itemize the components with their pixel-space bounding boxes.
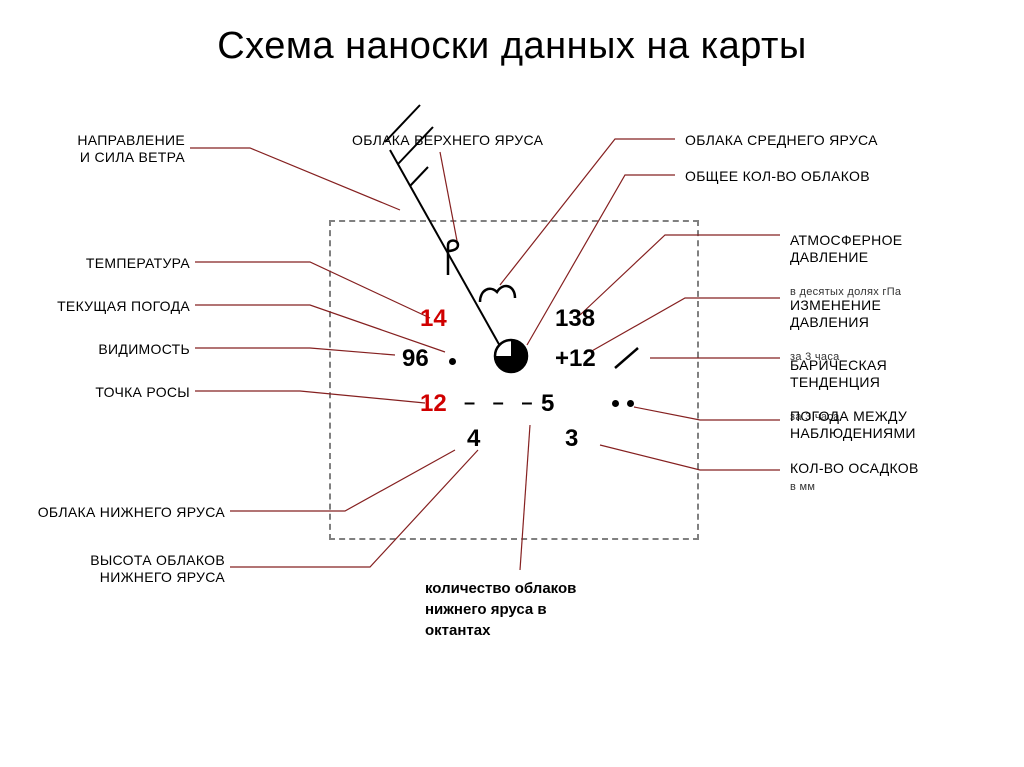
dot-left bbox=[449, 358, 456, 365]
label-dewpoint: ТОЧКА РОСЫ bbox=[70, 384, 190, 401]
tendency-icon bbox=[613, 345, 643, 370]
mid-cloud-icon bbox=[475, 270, 525, 310]
station-circle-icon bbox=[493, 338, 529, 374]
value-precipitation: 3 bbox=[565, 425, 578, 453]
value-pressure: 138 bbox=[555, 305, 595, 333]
label-visibility: ВИДИМОСТЬ bbox=[80, 341, 190, 358]
precipitation-main: КОЛ-ВО ОСАДКОВ bbox=[790, 460, 919, 476]
bottom-caption: количество облаков нижнего яруса в октан… bbox=[425, 578, 655, 641]
value-temperature: 14 bbox=[420, 305, 447, 333]
dot-right-2 bbox=[627, 400, 634, 407]
pressure-change-main: ИЗМЕНЕНИЕ ДАВЛЕНИЯ bbox=[790, 297, 881, 330]
value-pressure-change: +12 bbox=[555, 345, 596, 373]
label-wind: НАПРАВЛЕНИЕ И СИЛА ВЕТРА bbox=[40, 132, 185, 166]
label-precipitation: КОЛ-ВО ОСАДКОВ в мм bbox=[790, 460, 965, 494]
page-title: Схема наноски данных на карты bbox=[0, 0, 1024, 68]
label-current-weather: ТЕКУЩАЯ ПОГОДА bbox=[40, 298, 190, 315]
value-visibility: 96 bbox=[402, 345, 429, 373]
label-low-clouds: ОБЛАКА НИЖНЕГО ЯРУСА bbox=[20, 504, 225, 521]
baric-main: БАРИЧЕСКАЯ ТЕНДЕНЦИЯ bbox=[790, 357, 887, 390]
label-total-clouds: ОБЩЕЕ КОЛ-ВО ОБЛАКОВ bbox=[685, 168, 910, 185]
value-dash5: 5 bbox=[541, 390, 554, 418]
value-cloud-height: 4 bbox=[467, 425, 480, 453]
pressure-main: АТМОСФЕРНОЕ ДАВЛЕНИЕ bbox=[790, 232, 902, 265]
weather-station-diagram: НАПРАВЛЕНИЕ И СИЛА ВЕТРА ТЕМПЕРАТУРА ТЕК… bbox=[0, 120, 1024, 760]
label-mid-clouds: ОБЛАКА СРЕДНЕГО ЯРУСА bbox=[685, 132, 910, 149]
precipitation-sub: в мм bbox=[790, 481, 815, 493]
label-temperature: ТЕМПЕРАТУРА bbox=[60, 255, 190, 272]
label-cloud-height: ВЫСОТА ОБЛАКОВ НИЖНЕГО ЯРУСА bbox=[40, 552, 225, 586]
dot-right-1 bbox=[612, 400, 619, 407]
value-dewpoint: 12 bbox=[420, 390, 447, 418]
label-weather-between: ПОГОДА МЕЖДУ НАБЛЮДЕНИЯМИ bbox=[790, 408, 965, 442]
dash-symbols: – – – bbox=[464, 392, 538, 415]
